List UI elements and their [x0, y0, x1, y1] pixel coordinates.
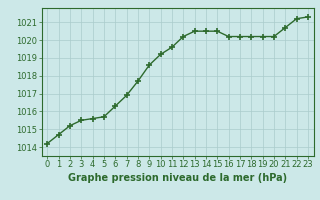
X-axis label: Graphe pression niveau de la mer (hPa): Graphe pression niveau de la mer (hPa)	[68, 173, 287, 183]
